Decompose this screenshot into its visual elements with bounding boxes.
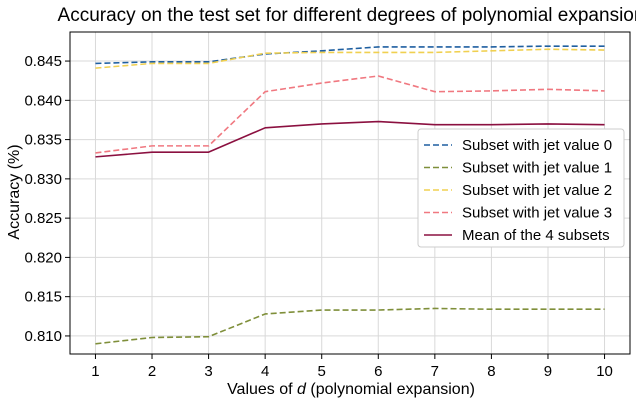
legend-label-0: Subset with jet value 0: [462, 137, 612, 154]
x-tick-label: 7: [431, 363, 439, 380]
y-tick-label: 0.820: [24, 249, 62, 266]
x-tick-label: 5: [318, 363, 326, 380]
x-tick-label: 2: [148, 363, 156, 380]
y-tick-label: 0.845: [24, 53, 62, 70]
series-line-1: [95, 307, 605, 345]
x-axis-label-variable: d: [297, 381, 307, 398]
x-tick-label: 8: [487, 363, 495, 380]
series-line-4: [95, 120, 605, 158]
x-tick-label: 1: [91, 363, 99, 380]
y-tick-label: 0.835: [24, 132, 62, 149]
legend-label-2: Subset with jet value 2: [462, 182, 612, 199]
series-line-0: [95, 45, 605, 65]
plot-frame: [69, 31, 631, 355]
y-axis-label: Accuracy (%): [6, 144, 23, 239]
legend: Subset with jet value 0 Subset with jet v…: [417, 128, 625, 248]
x-tick-label: 3: [204, 363, 212, 380]
x-tick-label: 9: [544, 363, 552, 380]
x-axis-label-prefix: Values of: [227, 381, 297, 398]
x-axis-label-suffix: (polynomial expansion): [306, 381, 475, 398]
legend-label-4: Mean of the 4 subsets: [462, 227, 610, 244]
x-tick-label: 10: [596, 363, 613, 380]
legend-label-3: Subset with jet value 3: [462, 205, 612, 222]
legend-items: Subset with jet value 0 Subset with jet v…: [424, 137, 612, 244]
y-tick-label: 0.810: [24, 328, 62, 345]
x-tick-label: 4: [261, 363, 269, 380]
series-line-2: [95, 48, 605, 69]
y-tick-label: 0.830: [24, 171, 62, 188]
x-axis-label: Values of d (polynomial expansion): [227, 381, 475, 398]
legend-label-1: Subset with jet value 1: [462, 160, 612, 177]
y-tick-label: 0.825: [24, 210, 62, 227]
y-tick-label: 0.840: [24, 92, 62, 109]
ticks: 1 2 3 4 5 6 7 8 9 10 0.810 0.815 0.820 0.825 0.830 0.83…: [24, 53, 612, 380]
y-tick-label: 0.815: [24, 289, 62, 306]
series-line-3: [95, 75, 605, 154]
x-tick-label: 6: [374, 363, 382, 380]
legend-box: [417, 128, 625, 248]
series-lines: [95, 45, 605, 345]
chart-title: Accuracy on the test set for different d…: [58, 5, 636, 26]
